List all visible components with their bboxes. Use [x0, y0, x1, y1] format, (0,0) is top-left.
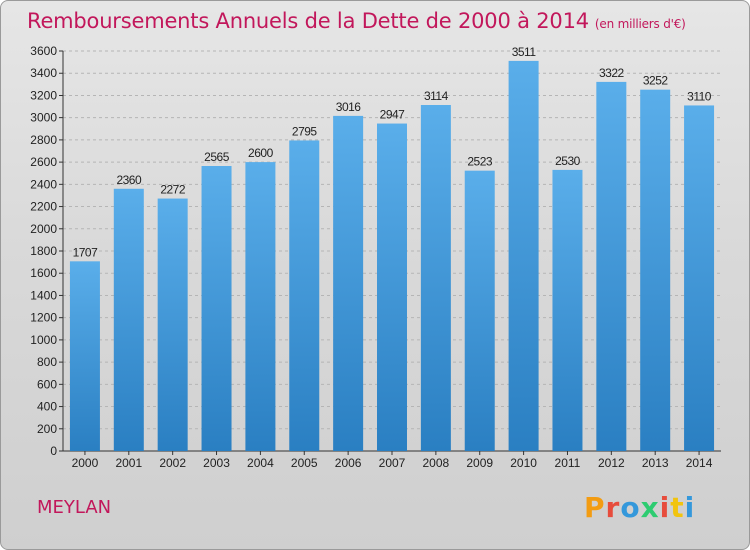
- bar: [420, 105, 451, 451]
- x-tick-label: 2010: [510, 456, 537, 470]
- y-tick-label: 3600: [30, 44, 57, 58]
- bar: [377, 123, 407, 452]
- bar-value-label: 1707: [73, 245, 99, 259]
- chart-title-text: Remboursements Annuels de la Dette de 20…: [27, 9, 589, 33]
- bar-value-label: 3511: [512, 45, 537, 59]
- bar-value-label: 3252: [643, 74, 669, 88]
- x-tick-label: 2011: [555, 456, 581, 470]
- bar-value-label: 3016: [336, 100, 362, 114]
- y-tick-label: 400: [37, 400, 57, 414]
- y-tick-label: 1000: [30, 333, 57, 347]
- y-tick-label: 200: [37, 422, 57, 436]
- x-tick-label: 2000: [72, 456, 99, 470]
- y-tick-label: 1800: [30, 244, 57, 258]
- y-tick-label: 600: [37, 377, 57, 391]
- bar-value-label: 2795: [292, 124, 318, 138]
- bar: [508, 60, 539, 452]
- y-tick-label: 2400: [30, 177, 57, 191]
- bar: [245, 162, 276, 451]
- y-tick-label: 2800: [30, 133, 57, 147]
- y-tick-label: 2200: [30, 200, 57, 214]
- logo-letter: i: [659, 491, 671, 524]
- y-tick-label: 3200: [30, 88, 57, 102]
- x-tick-label: 2008: [423, 456, 450, 470]
- x-tick-label: 2006: [335, 456, 362, 470]
- bar-value-label: 3322: [599, 66, 625, 80]
- x-tick-label: 2002: [159, 456, 186, 470]
- y-tick-label: 3400: [30, 66, 57, 80]
- bar-value-label: 2530: [555, 154, 581, 168]
- bar-value-label: 2272: [160, 183, 186, 197]
- y-tick-label: 800: [37, 355, 57, 369]
- y-tick-label: 3000: [30, 111, 57, 125]
- logo-letter: r: [605, 491, 621, 524]
- bar: [333, 115, 364, 451]
- y-tick-label: 2000: [30, 222, 57, 236]
- bar-value-label: 2360: [116, 173, 142, 187]
- logo-letter: P: [584, 491, 606, 524]
- proxiti-logo: Proxiti: [584, 491, 695, 524]
- x-tick-label: 2014: [686, 456, 713, 470]
- y-tick-label: 1200: [30, 311, 57, 325]
- bar-value-label: 3110: [687, 89, 712, 103]
- logo-letter: i: [684, 491, 696, 524]
- bar: [201, 166, 232, 451]
- bar: [289, 140, 320, 451]
- y-tick-label: 2600: [30, 155, 57, 169]
- bar: [684, 105, 715, 451]
- bar: [464, 170, 495, 451]
- bar: [596, 81, 627, 451]
- bar-value-label: 3114: [424, 89, 449, 103]
- bar: [552, 169, 583, 451]
- x-tick-label: 2013: [642, 456, 669, 470]
- y-tick-label: 1600: [30, 266, 57, 280]
- logo-letter: o: [620, 491, 641, 524]
- bar: [640, 89, 671, 452]
- bar: [157, 198, 188, 451]
- bar: [69, 261, 100, 451]
- y-tick-label: 1400: [30, 288, 57, 302]
- chart-title: Remboursements Annuels de la Dette de 20…: [27, 9, 686, 33]
- logo-letter: t: [670, 491, 685, 524]
- x-tick-label: 2003: [203, 456, 230, 470]
- bar: [113, 188, 144, 451]
- bar-value-label: 2600: [248, 146, 274, 160]
- x-tick-label: 2005: [291, 456, 318, 470]
- y-tick-label: 0: [50, 444, 57, 458]
- x-tick-label: 2004: [247, 456, 274, 470]
- unit-note: (en milliers d'€): [594, 17, 686, 31]
- logo-letter: x: [640, 491, 660, 524]
- x-tick-label: 2012: [598, 456, 625, 470]
- bar-value-label: 2523: [467, 155, 493, 169]
- bar-value-label: 2565: [204, 150, 230, 164]
- x-tick-label: 2007: [379, 456, 406, 470]
- bar-value-label: 2947: [380, 108, 406, 122]
- city-name: MEYLAN: [37, 497, 112, 518]
- x-tick-label: 2009: [466, 456, 493, 470]
- x-tick-label: 2001: [115, 456, 142, 470]
